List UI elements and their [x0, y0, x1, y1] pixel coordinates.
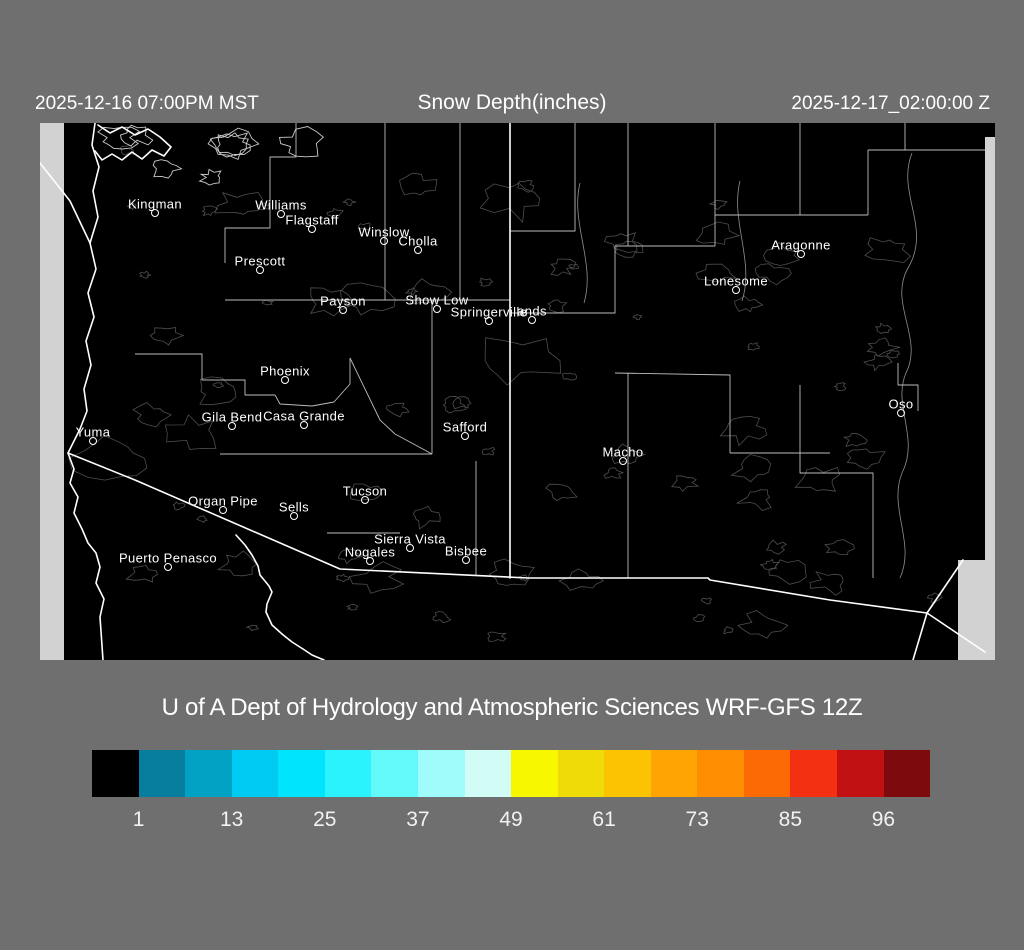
- city-marker-icon: [256, 266, 264, 274]
- city-label: Yuma: [75, 424, 111, 440]
- city-marker-icon: [433, 305, 441, 313]
- city-marker-icon: [528, 316, 536, 324]
- state-boundaries: [40, 123, 986, 660]
- city-marker-icon: [339, 306, 347, 314]
- colorbar-tick-label: 61: [592, 808, 616, 831]
- colorbar-segment-14: [697, 750, 744, 797]
- city-label: Prescott: [234, 253, 286, 269]
- city-marker-icon: [290, 512, 298, 520]
- city-marker-icon: [151, 209, 159, 217]
- colorbar-tick-label: 73: [685, 808, 709, 831]
- colorbar-tick-label: 49: [499, 808, 523, 831]
- city-label: Flagstaff: [285, 212, 339, 228]
- colorbar-segment-15: [743, 750, 791, 797]
- city-marker-icon: [281, 376, 289, 384]
- city-marker-icon: [164, 563, 172, 571]
- river-lines: [577, 152, 917, 579]
- colorbar-segment-16: [790, 750, 837, 797]
- city-marker-icon: [485, 317, 493, 325]
- city-marker-icon: [300, 421, 308, 429]
- city-label: Nogales: [344, 544, 396, 560]
- map-background: [40, 123, 995, 660]
- city-marker-icon: [461, 432, 469, 440]
- county-boundaries: [135, 123, 985, 578]
- city-label: Macho: [602, 444, 644, 460]
- colorbar-segment-17: [837, 750, 884, 797]
- snow-contour-lines: [97, 124, 324, 186]
- city-marker-icon: [219, 506, 227, 514]
- colorbar-legend: [92, 750, 931, 797]
- colorbar-segment-13: [650, 750, 698, 797]
- city-label: Show Low: [405, 292, 469, 308]
- colorbar-tick-label: 13: [219, 808, 244, 831]
- caption: U of A Dept of Hydrology and Atmospheric…: [161, 694, 863, 721]
- domain-mask: [40, 123, 995, 660]
- city-label: Springerville: [450, 304, 528, 320]
- city-layer: Kingman Williams Flagstaff Winslow Cholla Pre…: [40, 123, 995, 660]
- colorbar-segment-4: [231, 750, 279, 797]
- city-label: Lonesome: [704, 273, 768, 289]
- city-label: Puerto Penasco: [118, 550, 218, 566]
- city-marker-icon: [897, 409, 905, 417]
- map: Kingman Williams Flagstaff Winslow Cholla Pre…: [40, 123, 995, 660]
- city-label: Aragonne: [771, 237, 831, 253]
- colorbar-segment-12: [604, 750, 651, 797]
- colorbar-tick-label: 85: [778, 808, 803, 831]
- colorbar-segment-10: [511, 750, 558, 797]
- colorbar-segment-3: [185, 750, 232, 797]
- colorbar-segment-6: [324, 750, 372, 797]
- city-marker-icon: [732, 286, 740, 294]
- city-label: Williams: [255, 197, 307, 213]
- city-marker-icon: [619, 457, 627, 465]
- city-label: Payson: [320, 293, 366, 309]
- colorbar-tick-label: 25: [313, 808, 337, 831]
- city-label: Kingman: [127, 196, 183, 212]
- colorbar-segment-2: [138, 750, 186, 797]
- city-marker-icon: [797, 250, 805, 258]
- city-label: Tucson: [342, 483, 388, 499]
- city-label: Cholla: [398, 233, 438, 249]
- timestamp-local: 2025-12-16 07:00PM MST: [35, 93, 259, 114]
- city-label: Casa Grande: [263, 408, 345, 424]
- city-label: Phoenix: [260, 363, 310, 379]
- colorbar-segment-9: [464, 750, 512, 797]
- terrain-contour-lines: [68, 144, 943, 642]
- colorbar-segment-11: [557, 750, 605, 797]
- colorbar-tick-label: 96: [871, 808, 896, 831]
- city-marker-icon: [89, 437, 97, 445]
- city-marker-icon: [228, 422, 236, 430]
- colorbar-segment-8: [417, 750, 465, 797]
- city-label: Bisbee: [444, 543, 488, 559]
- city-marker-icon: [277, 210, 285, 218]
- city-marker-icon: [366, 557, 374, 565]
- city-label: ands: [517, 303, 547, 319]
- colorbar-segment-7: [371, 750, 418, 797]
- map-graphic: [40, 123, 995, 660]
- city-marker-icon: [380, 237, 388, 245]
- colorbar-segment-1: [92, 750, 139, 797]
- timestamp-utc: 2025-12-17_02:00:00 Z: [791, 93, 990, 114]
- city-label: Gila Bend: [201, 409, 263, 425]
- colorbar-tick-label: 37: [406, 808, 430, 831]
- colorbar-segment-18: [883, 750, 931, 797]
- city-label: Oso: [888, 396, 914, 412]
- city-marker-icon: [462, 556, 470, 564]
- city-marker-icon: [361, 496, 369, 504]
- city-label: Sells: [278, 499, 310, 515]
- city-label: Sierra Vista: [374, 531, 446, 547]
- city-label: Organ Pipe: [188, 493, 258, 509]
- plot-title: Snow Depth(inches): [417, 91, 607, 114]
- city-label: Winslow: [358, 224, 410, 240]
- city-marker-icon: [406, 544, 414, 552]
- city-marker-icon: [308, 225, 316, 233]
- city-label: Safford: [442, 419, 488, 435]
- colorbar-segment-5: [278, 750, 325, 797]
- city-marker-icon: [414, 246, 422, 254]
- colorbar-tick-label: 1: [132, 808, 145, 831]
